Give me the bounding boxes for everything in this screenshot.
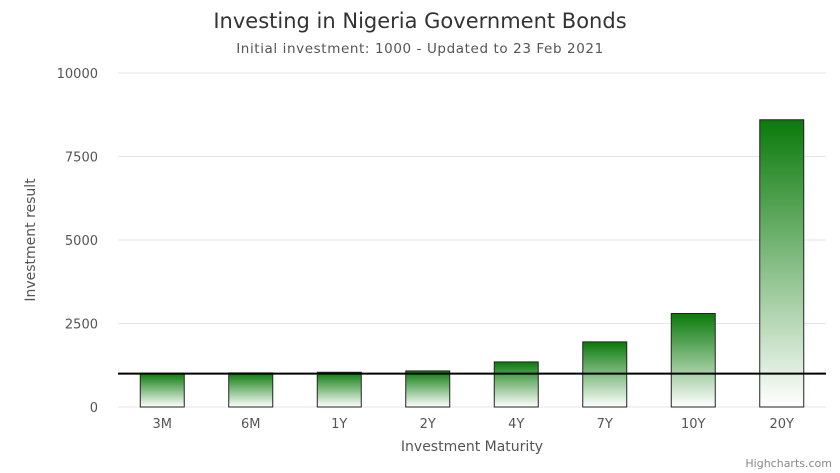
bar-6m[interactable]: [228, 372, 274, 408]
credits-link[interactable]: Highcharts.com: [745, 457, 832, 470]
bar-20y[interactable]: [759, 119, 805, 408]
y-axis-title: Investment result: [23, 178, 39, 302]
x-tick-label: 10Y: [681, 417, 706, 432]
x-tick-label: 20Y: [770, 417, 795, 432]
y-tick-label: 5000: [65, 234, 98, 249]
bar-4y[interactable]: [493, 361, 539, 408]
x-tick-label: 1Y: [331, 417, 347, 432]
bars: [139, 119, 805, 408]
x-tick-label: 7Y: [597, 417, 613, 432]
x-axis-ticks: 3M 6M 1Y 2Y 4Y 7Y 10Y 20Y: [153, 417, 795, 432]
y-tick-label: 0: [90, 401, 98, 416]
x-tick-label: 2Y: [420, 417, 436, 432]
x-axis-title: Investment Maturity: [401, 439, 543, 455]
x-tick-label: 4Y: [508, 417, 524, 432]
bar-3m[interactable]: [139, 372, 185, 408]
grid-lines: [118, 72, 826, 408]
bar-10y[interactable]: [670, 312, 716, 408]
chart-subtitle: Initial investment: 1000 - Updated to 23…: [236, 41, 604, 57]
y-axis-ticks: 0 2500 5000 7500 10000: [57, 67, 98, 416]
x-tick-label: 6M: [241, 417, 261, 432]
y-tick-label: 2500: [65, 318, 98, 333]
y-tick-label: 7500: [65, 151, 98, 166]
x-tick-label: 3M: [153, 417, 173, 432]
bar-1y[interactable]: [316, 371, 362, 408]
bar-2y[interactable]: [405, 370, 451, 408]
chart-title: Investing in Nigeria Government Bonds: [213, 9, 626, 33]
y-tick-label: 10000: [57, 67, 98, 82]
